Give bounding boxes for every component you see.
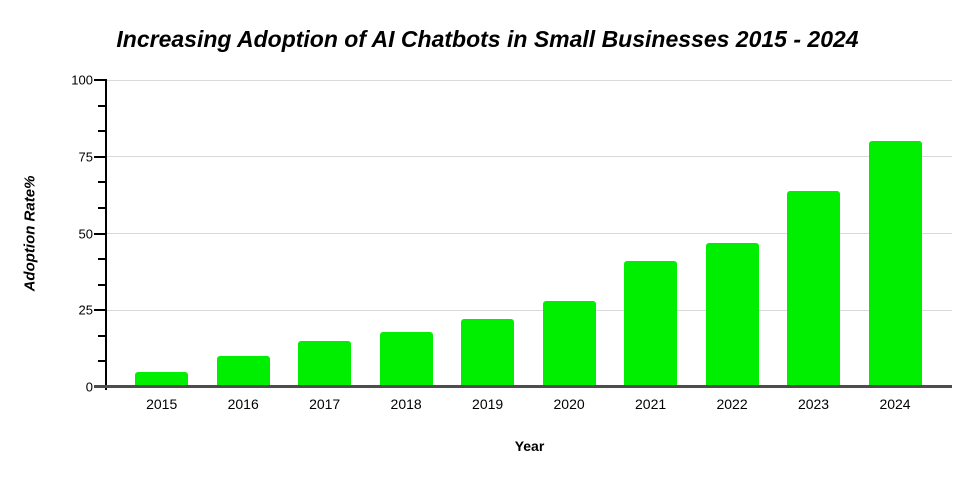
x-tick-label-2019: 2019	[472, 396, 504, 412]
x-tick-label-2015: 2015	[146, 396, 178, 412]
y-tick-label-50: 50	[78, 226, 93, 241]
y-tick-label-25: 25	[78, 302, 93, 318]
y-major-tick-50	[94, 232, 107, 235]
y-minor-tick	[98, 283, 107, 286]
gridline-25	[107, 309, 952, 311]
bar-2021	[624, 261, 678, 387]
bar-2016	[216, 356, 270, 387]
bar-2022	[705, 243, 759, 387]
x-tick-label-2022: 2022	[716, 396, 748, 412]
y-tick-label-0: 0	[85, 379, 93, 395]
bar-2023	[787, 191, 841, 387]
y-minor-tick	[98, 181, 107, 184]
bar-2017	[298, 341, 352, 387]
x-tick-label-2024: 2024	[879, 396, 911, 412]
bar-2020	[542, 301, 596, 387]
x-tick-label-2017: 2017	[309, 396, 341, 412]
y-minor-tick	[98, 360, 107, 363]
chart-title: Increasing Adoption of AI Chatbots in Sm…	[116, 26, 859, 52]
y-major-tick-100	[94, 79, 107, 81]
y-minor-tick	[98, 334, 107, 337]
gridline-100	[107, 79, 952, 81]
y-minor-tick	[98, 130, 107, 133]
y-major-tick-75	[94, 155, 107, 158]
y-tick-label-100: 100	[71, 72, 93, 88]
y-axis-title: Adoption Rate%	[21, 175, 39, 292]
y-major-tick-25	[94, 309, 107, 312]
y-minor-tick	[98, 206, 107, 209]
y-minor-tick	[98, 258, 107, 261]
gridline-50	[107, 233, 952, 234]
x-tick-label-2021: 2021	[635, 396, 667, 412]
bar-2019	[461, 319, 515, 387]
bar-2024	[868, 141, 922, 387]
y-axis-title-box: Adoption Rate%	[8, 80, 52, 387]
x-tick-label-2018: 2018	[390, 396, 422, 412]
x-axis-title: Year	[514, 438, 545, 454]
x-tick-label-2016: 2016	[227, 396, 259, 412]
x-tick-label-2023: 2023	[797, 396, 830, 412]
y-axis-line	[105, 80, 107, 390]
y-tick-label-75: 75	[78, 149, 93, 165]
y-minor-tick	[98, 104, 107, 107]
gridline-75	[107, 156, 952, 158]
plot-area: 0 25 50 75 100 2015 2016 2017 2018 2019 2020 2021 20…	[71, 74, 952, 412]
x-tick-label-2020: 2020	[553, 396, 585, 412]
x-axis-baseline	[94, 385, 952, 388]
bar-2015	[135, 372, 189, 387]
bar-2018	[379, 332, 433, 387]
